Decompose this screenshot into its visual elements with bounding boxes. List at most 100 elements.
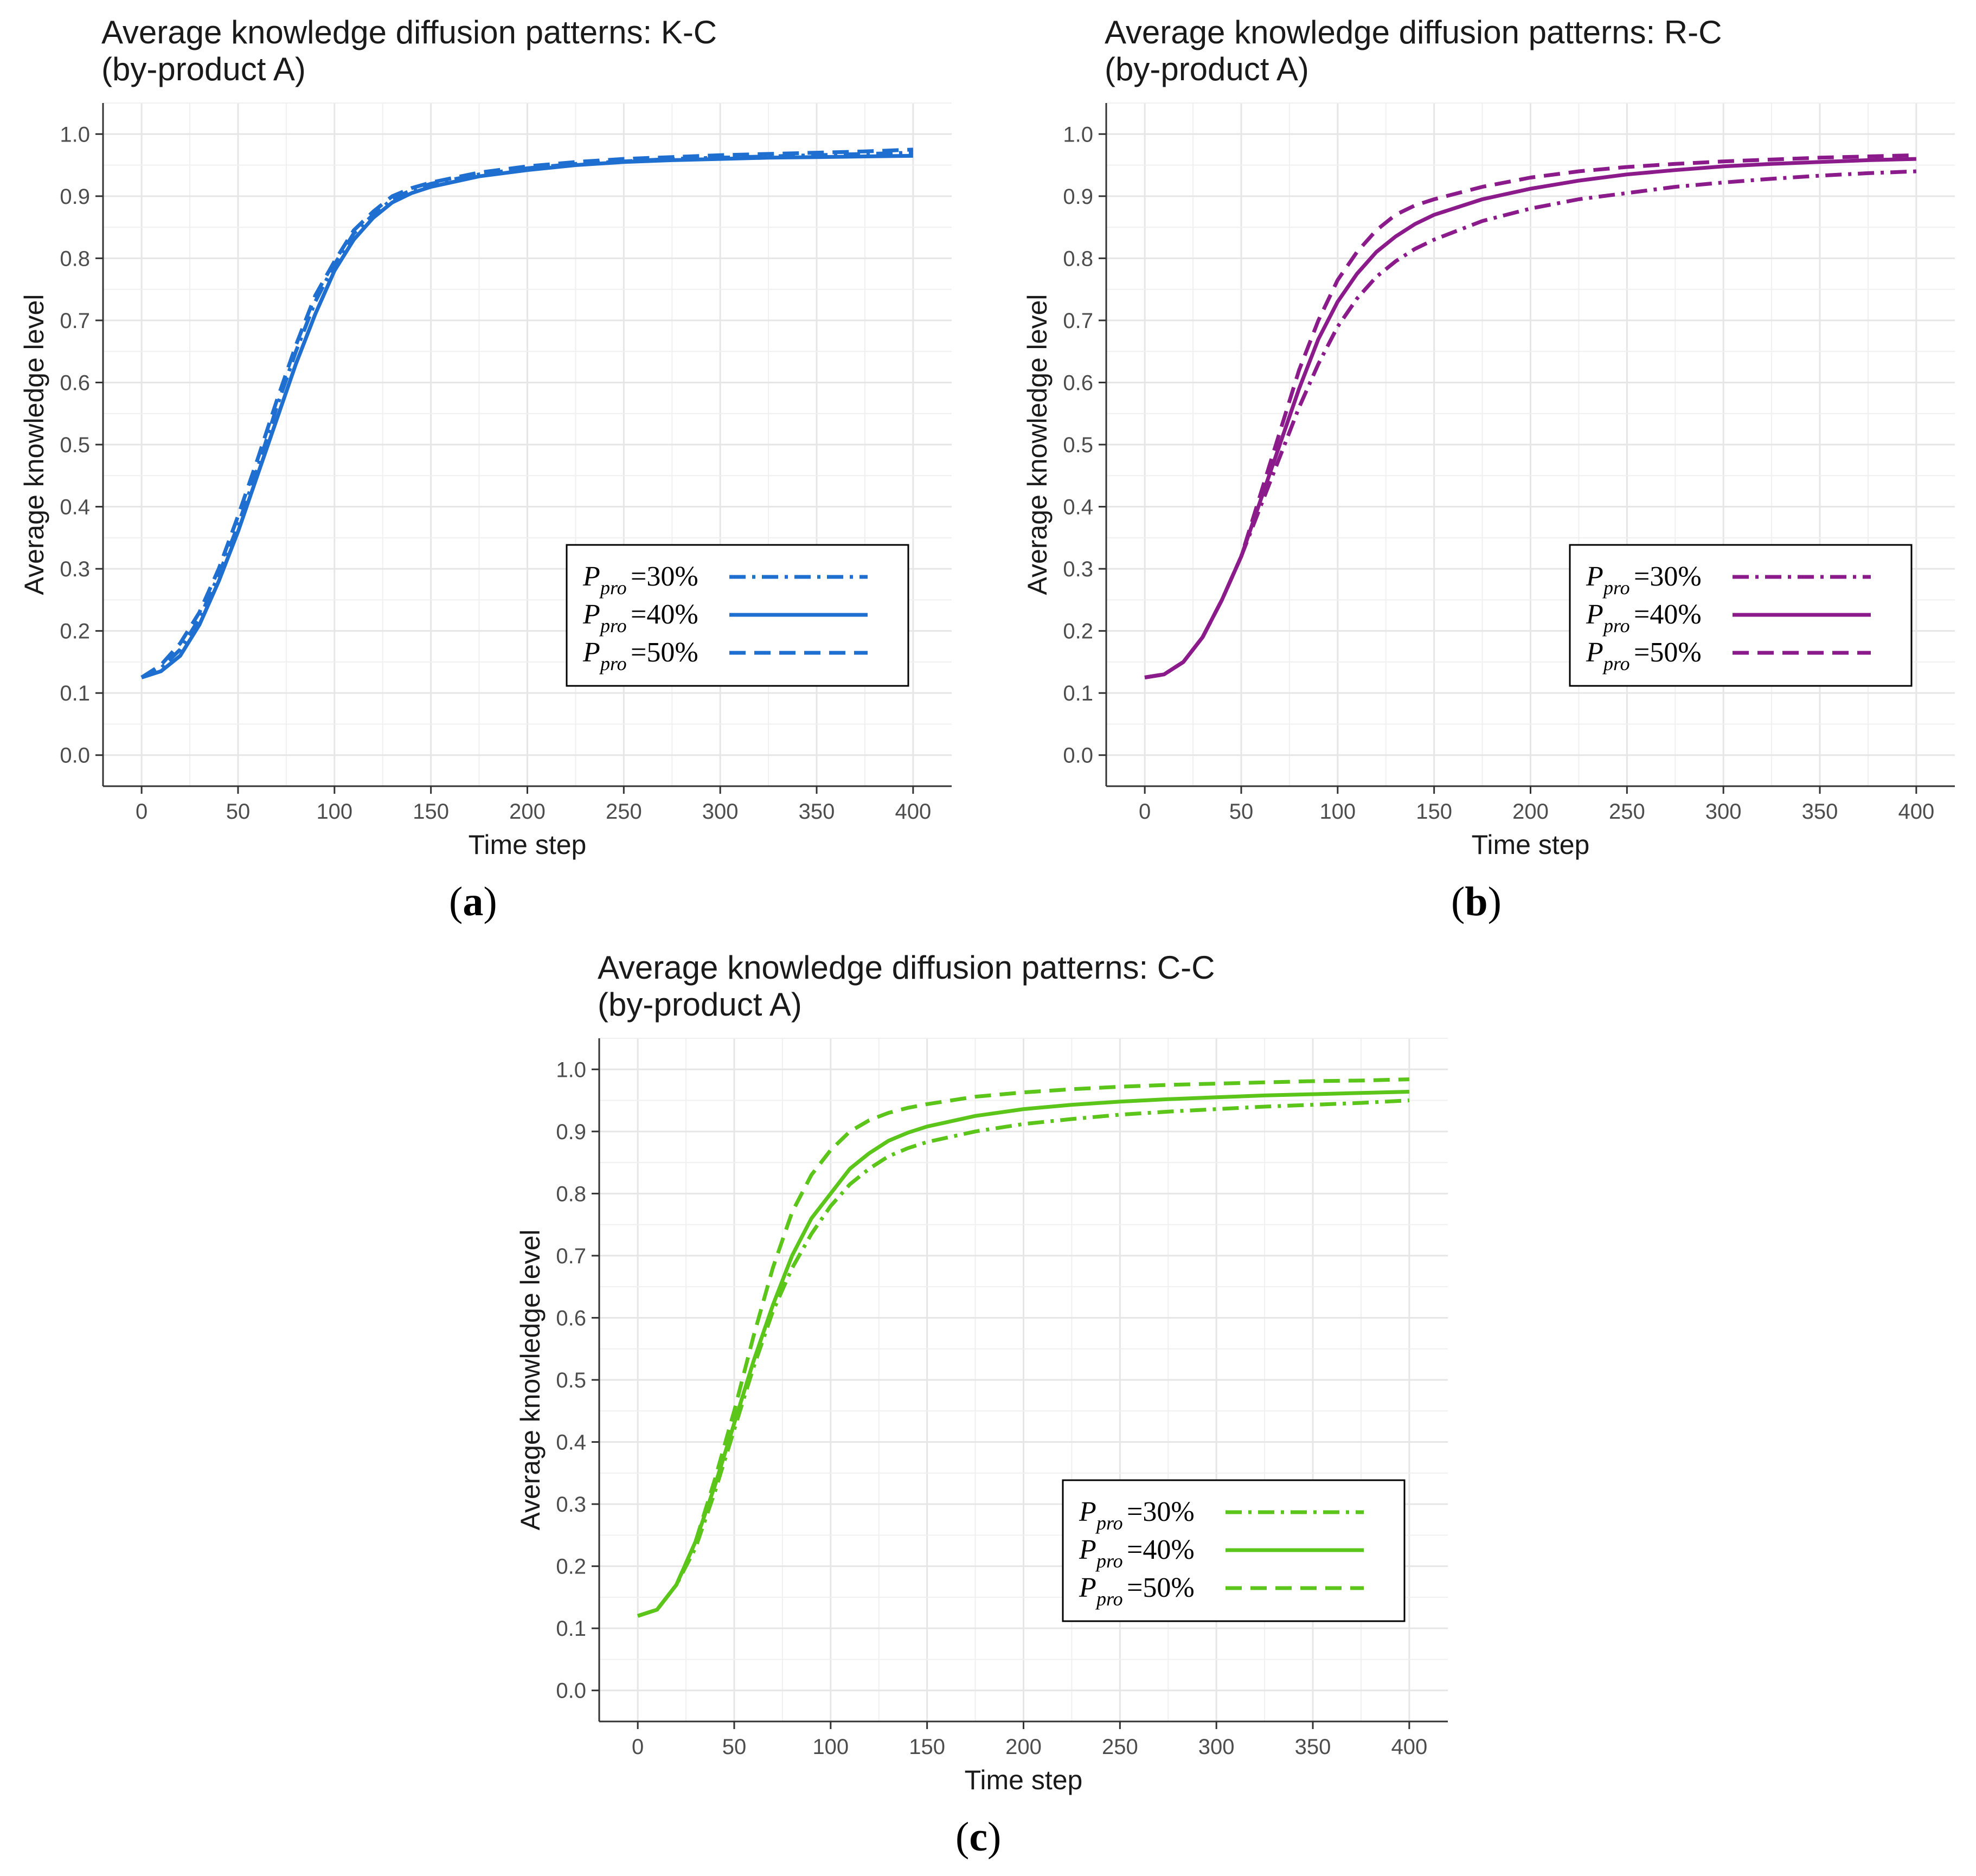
y-tick-label: 0.1 <box>1063 682 1093 705</box>
chart-title-line1: Average knowledge diffusion patterns: R-… <box>1105 14 1722 50</box>
x-tick-label: 200 <box>509 800 546 824</box>
x-tick-label: 50 <box>1229 800 1254 824</box>
x-tick-label: 0 <box>136 800 147 824</box>
x-tick-label: 400 <box>895 800 931 824</box>
y-tick-label: 0.8 <box>1063 247 1093 271</box>
y-tick-label: 0.9 <box>60 185 90 209</box>
y-tick-label: 0.2 <box>556 1555 586 1579</box>
series-line-solid <box>637 1090 1409 1618</box>
x-tick-label: 250 <box>606 800 642 824</box>
y-tick-label: 0.6 <box>1063 371 1093 395</box>
y-tick-label: 0.9 <box>556 1120 586 1144</box>
legend-label-main: P <box>1079 1572 1096 1603</box>
y-tick-label: 0.6 <box>556 1306 586 1330</box>
x-tick-label: 300 <box>702 800 739 824</box>
y-tick-label: 0.3 <box>556 1493 586 1517</box>
series-line-dashed <box>637 1077 1409 1618</box>
series-line-dashed <box>140 147 914 679</box>
y-tick-label: 0.0 <box>1063 744 1093 768</box>
legend-label-sub: pro <box>1095 1588 1123 1610</box>
x-tick-label: 200 <box>1512 800 1549 824</box>
series-group <box>637 1077 1410 1618</box>
y-tick-label: 0.7 <box>1063 309 1093 333</box>
x-tick-label: 150 <box>1416 800 1452 824</box>
legend-label-main: P <box>582 599 600 630</box>
y-tick-label: 0.0 <box>556 1679 586 1703</box>
x-axis-label: Time step <box>1472 830 1590 860</box>
y-tick-label: 0.7 <box>60 309 90 333</box>
chart-title-line2: (by-product A) <box>101 51 306 87</box>
x-tick-label: 200 <box>1005 1735 1042 1759</box>
x-tick-label: 150 <box>909 1735 945 1759</box>
legend-label-sub: pro <box>1602 653 1630 674</box>
chart-title-line2: (by-product A) <box>1105 51 1309 87</box>
y-tick-label: 1.0 <box>1063 123 1093 146</box>
series-line-solid <box>1144 157 1916 679</box>
caption-letter-b: b <box>1465 879 1488 924</box>
legend-label-sub: pro <box>1095 1550 1123 1572</box>
y-axis-label: Average knowledge level <box>19 294 49 595</box>
x-tick-label: 250 <box>1102 1735 1138 1759</box>
chart-title-line1: Average knowledge diffusion patterns: K-… <box>101 14 717 50</box>
x-tick-label: 50 <box>722 1735 747 1759</box>
y-tick-label: 1.0 <box>60 123 90 146</box>
legend-label-sub: pro <box>599 615 627 637</box>
y-tick-label: 1.0 <box>556 1058 586 1082</box>
legend-label-value: =50% <box>631 637 698 668</box>
series-line-solid <box>141 153 913 679</box>
legend-label-main: P <box>1079 1534 1096 1565</box>
chart-title-line1: Average knowledge diffusion patterns: C-… <box>598 949 1215 986</box>
legend-label-value: =40% <box>1634 599 1702 630</box>
legend-label-value: =40% <box>1127 1534 1195 1565</box>
caption-letter-a: a <box>463 879 484 924</box>
x-tick-label: 100 <box>316 800 352 824</box>
x-tick-label: 50 <box>226 800 251 824</box>
legend-label-value: =50% <box>1634 637 1702 668</box>
y-tick-label: 0.7 <box>556 1244 586 1268</box>
y-tick-label: 0.4 <box>60 496 90 519</box>
y-tick-label: 0.8 <box>556 1182 586 1206</box>
series-group <box>1144 153 1917 679</box>
legend-label-main: P <box>582 637 600 668</box>
caption-letter-c: c <box>969 1814 988 1860</box>
y-tick-label: 0.5 <box>60 433 90 457</box>
x-tick-label: 0 <box>632 1735 644 1759</box>
x-tick-label: 100 <box>812 1735 849 1759</box>
legend-label-sub: pro <box>599 653 627 674</box>
legend-label-main: P <box>1586 599 1603 630</box>
x-axis-label: Time step <box>965 1765 1083 1795</box>
legend-label-sub: pro <box>1095 1512 1123 1534</box>
legend-label-value: =40% <box>631 599 698 630</box>
legend-label-main: P <box>1079 1496 1096 1527</box>
legend-label-main: P <box>582 561 600 592</box>
y-tick-label: 0.8 <box>60 247 90 271</box>
legend-label-main: P <box>1586 561 1603 592</box>
chart-title-line2: (by-product A) <box>598 986 802 1023</box>
legend-label-value: =50% <box>1127 1572 1195 1603</box>
x-tick-label: 150 <box>413 800 449 824</box>
y-tick-label: 0.6 <box>60 371 90 395</box>
x-tick-label: 400 <box>1898 800 1934 824</box>
y-tick-label: 0.3 <box>60 557 90 581</box>
x-tick-label: 350 <box>799 800 835 824</box>
y-axis-label: Average knowledge level <box>515 1229 546 1530</box>
legend-label-main: P <box>1586 637 1603 668</box>
x-tick-label: 250 <box>1609 800 1645 824</box>
series-line-dashdot <box>1144 169 1917 679</box>
chart-panel-a: Average knowledge diffusion patterns: K-… <box>0 0 976 922</box>
y-tick-label: 0.5 <box>1063 433 1093 457</box>
legend-label-value: =30% <box>631 561 698 592</box>
y-tick-label: 0.9 <box>1063 185 1093 209</box>
